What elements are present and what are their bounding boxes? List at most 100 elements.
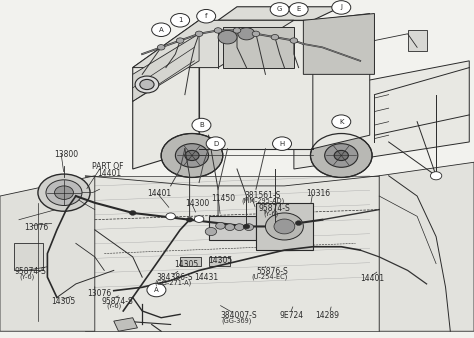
Circle shape [161, 134, 223, 177]
Text: 14305: 14305 [209, 256, 233, 265]
Circle shape [38, 174, 90, 211]
Text: 95874-S: 95874-S [14, 267, 46, 276]
Text: f: f [205, 13, 208, 19]
Bar [14, 243, 43, 270]
Polygon shape [133, 20, 294, 68]
Text: H: H [279, 141, 285, 147]
Circle shape [171, 14, 190, 27]
Text: 1: 1 [178, 17, 182, 23]
Text: 384386-S: 384386-S [156, 273, 193, 282]
Circle shape [310, 134, 372, 177]
Text: (GG-369): (GG-369) [222, 317, 252, 323]
Polygon shape [133, 20, 199, 169]
Bar [209, 216, 256, 240]
Circle shape [140, 79, 154, 90]
Circle shape [194, 216, 204, 222]
Bar [256, 203, 313, 250]
Circle shape [147, 283, 166, 297]
Circle shape [271, 34, 279, 40]
Circle shape [325, 144, 358, 167]
Polygon shape [114, 318, 137, 331]
Text: 381561-S: 381561-S [244, 191, 281, 200]
Circle shape [176, 38, 184, 43]
Text: (U-254-EC): (U-254-EC) [251, 273, 288, 280]
Circle shape [332, 115, 351, 128]
Circle shape [295, 221, 302, 225]
Text: 14401: 14401 [97, 169, 121, 178]
Circle shape [206, 137, 225, 150]
Circle shape [273, 137, 292, 150]
Text: 384007-S: 384007-S [220, 311, 257, 320]
Text: 13076: 13076 [88, 289, 112, 298]
Circle shape [186, 217, 193, 222]
Circle shape [289, 3, 308, 16]
Circle shape [274, 219, 295, 234]
Bar [209, 257, 230, 266]
Polygon shape [303, 14, 374, 74]
Text: G: G [277, 6, 283, 13]
Circle shape [238, 28, 255, 40]
Text: 55876-S: 55876-S [256, 267, 288, 276]
Circle shape [244, 224, 254, 231]
Text: B: B [199, 122, 204, 128]
Circle shape [192, 118, 211, 132]
Circle shape [205, 227, 217, 236]
Polygon shape [294, 61, 469, 169]
Text: PART OF: PART OF [92, 162, 124, 171]
Circle shape [270, 3, 289, 16]
Circle shape [225, 224, 235, 231]
Circle shape [175, 144, 209, 167]
Circle shape [195, 31, 203, 37]
Circle shape [243, 224, 250, 229]
Circle shape [55, 186, 73, 199]
Circle shape [129, 211, 136, 215]
Text: (GG-271-A): (GG-271-A) [154, 279, 191, 286]
Circle shape [290, 38, 298, 43]
Circle shape [214, 28, 222, 33]
Bar [408, 30, 427, 51]
Text: 14431: 14431 [194, 273, 219, 282]
Text: 14305: 14305 [174, 260, 199, 269]
Circle shape [218, 30, 237, 44]
Circle shape [46, 180, 82, 206]
Circle shape [197, 9, 216, 23]
Circle shape [135, 76, 159, 93]
Circle shape [157, 45, 165, 50]
Circle shape [152, 23, 171, 37]
Circle shape [166, 213, 175, 220]
Text: 14305: 14305 [51, 297, 75, 307]
Text: 14289: 14289 [315, 311, 339, 320]
Text: E: E [296, 6, 301, 13]
Text: (Y-6): (Y-6) [107, 303, 122, 309]
Circle shape [185, 150, 199, 161]
Polygon shape [0, 176, 95, 331]
Polygon shape [218, 7, 341, 20]
Circle shape [216, 222, 225, 229]
Circle shape [265, 213, 303, 240]
Circle shape [332, 1, 351, 14]
Text: 13076: 13076 [25, 223, 49, 232]
Circle shape [235, 224, 244, 231]
Text: 9E724: 9E724 [280, 311, 304, 320]
Text: 14300: 14300 [185, 199, 209, 209]
Text: 95874-S: 95874-S [258, 204, 290, 214]
Polygon shape [313, 14, 370, 149]
Polygon shape [85, 176, 379, 331]
Text: (Y-6): (Y-6) [19, 273, 34, 280]
Text: 13800: 13800 [55, 150, 79, 160]
Text: A: A [159, 27, 164, 33]
Circle shape [430, 172, 442, 180]
Text: (Y-6): (Y-6) [263, 210, 278, 217]
Text: J: J [340, 4, 342, 10]
Polygon shape [223, 27, 294, 68]
Text: 14401: 14401 [147, 189, 171, 198]
Text: 95874-S: 95874-S [102, 297, 134, 306]
Text: 11450: 11450 [211, 194, 235, 203]
Polygon shape [133, 34, 199, 101]
Polygon shape [379, 162, 474, 331]
Circle shape [233, 28, 241, 33]
Text: 10316: 10316 [306, 189, 330, 198]
Text: (MM-295-AD): (MM-295-AD) [242, 198, 285, 204]
Circle shape [334, 150, 348, 161]
Text: K: K [339, 119, 344, 125]
